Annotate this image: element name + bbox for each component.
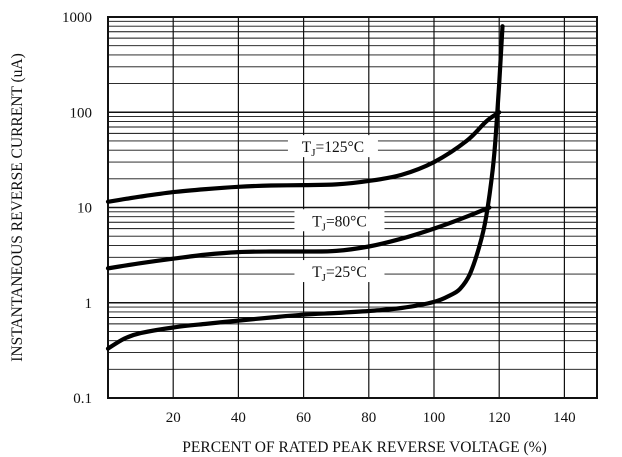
series-curves (105, 24, 505, 351)
series-label-background (294, 260, 385, 283)
y-tick-label: 1000 (62, 10, 92, 26)
series-label-subscript: J (311, 147, 316, 159)
x-tick-label: 80 (361, 410, 376, 426)
y-tick-label: 10 (77, 201, 92, 217)
series-label-value: =125°C (316, 139, 365, 156)
y-tick-label: 0.1 (73, 391, 92, 407)
series-label-3: TJ=25°C (294, 260, 385, 284)
series-label-value: =25°C (326, 264, 367, 281)
chart-grid (108, 17, 597, 399)
y-tick-label: 100 (70, 105, 93, 121)
series-label-background (287, 135, 378, 158)
series-label-background (294, 209, 385, 232)
x-tick-label: 20 (166, 410, 181, 426)
series-label-symbol: T (312, 213, 322, 230)
series-label-value: =80°C (326, 213, 367, 230)
series-label-symbol: T (312, 264, 322, 281)
series-label-subscript: J (322, 272, 327, 284)
series-line-1 (105, 110, 502, 204)
series-label-1: TJ=125°C (287, 135, 378, 159)
x-axis-ticks: 20 40 60 80 100 120 140 (166, 410, 576, 426)
x-tick-label: 40 (231, 410, 246, 426)
series-labels: TJ=125°CTJ=80°CTJ=25°C (287, 135, 385, 284)
x-tick-label: 100 (423, 410, 446, 426)
series-label-text: TJ=125°C (302, 139, 364, 159)
plot-frame (107, 16, 598, 399)
x-tick-label: 140 (553, 410, 576, 426)
series-label-symbol: T (302, 139, 312, 156)
y-tick-label: 1 (85, 296, 93, 312)
y-axis-label: INSTANTANEOUS REVERSE CURRENT (uA) (9, 53, 26, 362)
series-label-2: TJ=80°C (294, 209, 385, 233)
x-axis-label: PERCENT OF RATED PEAK REVERSE VOLTAGE (%… (182, 439, 546, 456)
series-label-text: TJ=80°C (312, 213, 367, 233)
x-tick-label: 60 (296, 410, 311, 426)
series-line-3 (105, 24, 505, 351)
series-line-2 (105, 205, 492, 271)
x-tick-label: 120 (488, 410, 511, 426)
series-label-text: TJ=25°C (312, 264, 367, 284)
series-label-subscript: J (322, 221, 327, 233)
y-axis-ticks: 0.1 1 10 100 1000 (62, 10, 92, 407)
